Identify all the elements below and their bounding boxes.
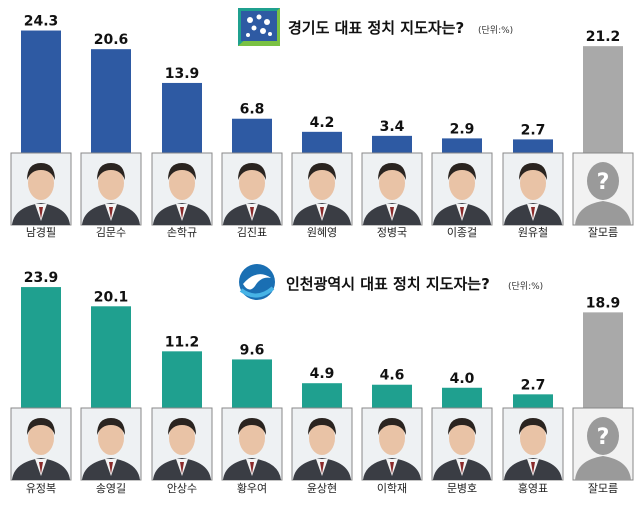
gyeonggi-category-label: 김진표 xyxy=(237,226,267,239)
incheon-value-label: 9.6 xyxy=(240,342,265,358)
gyeonggi-portrait xyxy=(291,152,353,226)
incheon-value-label: 11.2 xyxy=(165,334,200,350)
incheon-bar xyxy=(302,383,342,408)
gyeonggi-portrait xyxy=(431,152,493,226)
gyeonggi-value-label: 13.9 xyxy=(165,66,200,82)
incheon-category-label: 홍영표 xyxy=(518,481,548,495)
incheon-bar xyxy=(442,387,482,408)
incheon-value-label: 4.6 xyxy=(380,368,405,384)
gyeonggi-chart-title: 경기도 대표 정치 지도자는? xyxy=(288,19,464,37)
incheon-category-label: 이학재 xyxy=(377,482,407,495)
gyeonggi-value-label: 21.2 xyxy=(586,29,621,45)
incheon-bar xyxy=(21,287,61,408)
gyeonggi-category-label: 김문수 xyxy=(96,226,126,239)
gyeonggi-category-label: 원유철 xyxy=(518,226,548,239)
incheon-category-label: 잘모름 xyxy=(588,482,618,495)
gyeonggi-portrait xyxy=(151,152,213,226)
gyeonggi-value-label: 3.4 xyxy=(380,119,405,135)
gyeonggi-portrait xyxy=(502,152,564,226)
gyeonggi-value-label: 2.9 xyxy=(450,121,475,137)
gyeonggi-value-label: 24.3 xyxy=(24,14,59,30)
gyeonggi-portrait xyxy=(10,152,72,226)
gyeonggi-category-label: 잘모름 xyxy=(588,226,618,239)
gyeonggi-bar xyxy=(372,135,412,153)
question-mark-silhouette-icon: ? xyxy=(572,152,634,226)
incheon-city-logo-icon xyxy=(239,264,275,300)
incheon-bar xyxy=(91,306,131,408)
gyeonggi-category-label: 남경필 xyxy=(26,226,56,239)
gyeonggi-category-label: 원혜영 xyxy=(307,226,337,239)
gyeonggi-title-group: 경기도 대표 정치 지도자는? (단위:%) xyxy=(238,8,513,46)
gyeonggi-portrait xyxy=(361,152,423,226)
incheon-portrait xyxy=(80,407,142,481)
gyeonggi-bar xyxy=(21,30,61,153)
incheon-bar xyxy=(162,351,202,408)
incheon-value-label: 4.0 xyxy=(450,371,475,387)
gyeonggi-value-label: 6.8 xyxy=(240,102,265,118)
incheon-portrait xyxy=(291,407,353,481)
gyeonggi-bar xyxy=(91,49,131,154)
gyeonggi-value-label: 4.2 xyxy=(310,115,335,131)
incheon-bar xyxy=(583,312,623,408)
incheon-value-label: 2.7 xyxy=(521,377,546,393)
incheon-portrait xyxy=(361,407,423,481)
incheon-portrait xyxy=(431,407,493,481)
incheon-category-label: 유정복 xyxy=(26,482,56,495)
gyeonggi-portrait xyxy=(80,152,142,226)
gyeonggi-category-label: 이종걸 xyxy=(447,226,477,239)
incheon-chart-title: 인천광역시 대표 정치 지도자는? xyxy=(286,275,490,293)
gyeonggi-bar xyxy=(583,46,623,153)
gyeonggi-unit-label: (단위:%) xyxy=(478,25,513,36)
incheon-portrait xyxy=(151,407,213,481)
gyeonggi-bar xyxy=(162,82,202,153)
gyeonggi-province-logo-icon xyxy=(238,8,280,46)
incheon-portrait xyxy=(10,407,72,481)
incheon-bar xyxy=(232,359,272,408)
gyeonggi-portrait xyxy=(221,152,283,226)
gyeonggi-category-label: 손학규 xyxy=(167,226,197,239)
incheon-value-label: 23.9 xyxy=(24,270,59,286)
gyeonggi-value-label: 2.7 xyxy=(521,122,546,138)
incheon-category-label: 송영길 xyxy=(96,482,126,495)
incheon-value-label: 4.9 xyxy=(310,366,335,382)
svg-text:?: ? xyxy=(597,170,610,195)
incheon-portrait xyxy=(221,407,283,481)
gyeonggi-bar xyxy=(442,138,482,153)
incheon-category-label: 윤상현 xyxy=(307,482,337,495)
incheon-value-label: 18.9 xyxy=(586,295,621,311)
bar-layer: 24.3 남경필 20.6 김문수 13.9 손학규 6.8 김진표 4.2 원혜영 3.4 정병국 2… xyxy=(10,14,634,495)
gyeonggi-bar xyxy=(232,118,272,153)
incheon-category-label: 안상수 xyxy=(167,482,197,495)
incheon-value-label: 20.1 xyxy=(94,289,129,305)
gyeonggi-value-label: 20.6 xyxy=(94,32,129,48)
incheon-portrait xyxy=(502,407,564,481)
incheon-unit-label: (단위:%) xyxy=(508,281,543,292)
question-mark-silhouette-icon: ? xyxy=(572,407,634,481)
gyeonggi-bar xyxy=(302,131,342,153)
incheon-bar xyxy=(513,394,553,408)
incheon-category-label: 문병호 xyxy=(447,482,477,495)
incheon-bar xyxy=(372,384,412,408)
incheon-category-label: 황우여 xyxy=(237,482,267,495)
gyeonggi-bar xyxy=(513,139,553,153)
incheon-title-group: 인천광역시 대표 정치 지도자는? (단위:%) xyxy=(239,264,543,300)
gyeonggi-category-label: 정병국 xyxy=(377,226,407,239)
svg-text:?: ? xyxy=(597,425,610,450)
